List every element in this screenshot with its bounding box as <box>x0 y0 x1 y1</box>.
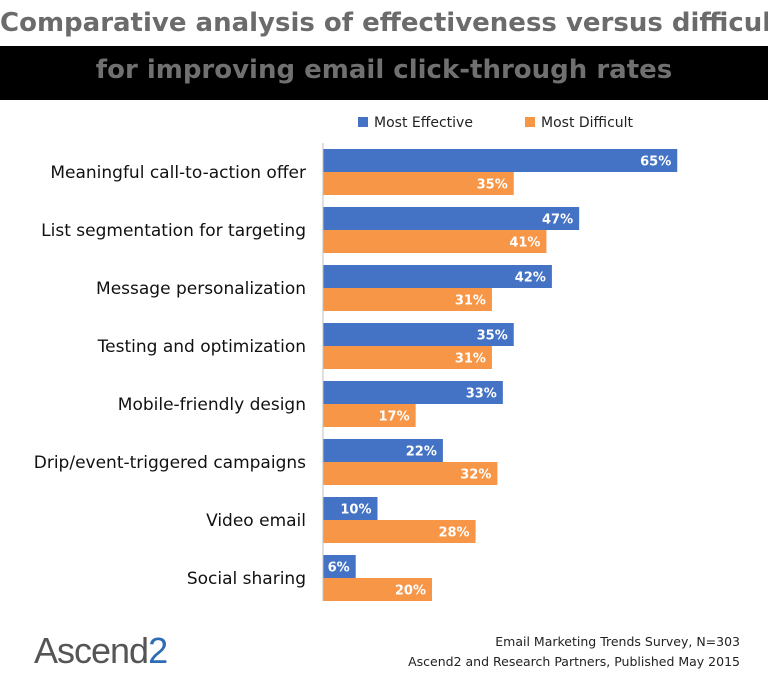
data-label-1-5: 32% <box>460 468 491 483</box>
title-line-1-wrap: Comparative analysis of effectiveness ve… <box>0 0 768 46</box>
bar-1-7 <box>323 578 432 601</box>
legend-swatch-1 <box>525 117 535 127</box>
title-banner: Comparative analysis of effectiveness ve… <box>0 0 768 100</box>
category-label-3: Testing and optimization <box>97 337 306 357</box>
data-label-0-2: 42% <box>515 271 546 286</box>
bar-1-5 <box>323 462 498 485</box>
ascend2-logo: Ascend2 <box>34 630 168 672</box>
bar-0-5 <box>323 439 443 462</box>
data-label-0-7: 6% <box>328 561 350 576</box>
source-line-2: Ascend2 and Research Partners, Published… <box>408 654 740 669</box>
category-label-6: Video email <box>206 511 306 531</box>
legend-swatch-0 <box>358 117 368 127</box>
bar-0-6 <box>323 497 378 520</box>
bar-1-1 <box>323 230 547 253</box>
bar-0-0 <box>323 149 678 172</box>
data-label-1-1: 41% <box>509 236 540 251</box>
data-label-0-6: 10% <box>340 503 371 518</box>
bar-1-0 <box>323 172 514 195</box>
bar-1-4 <box>323 404 416 427</box>
data-label-1-3: 31% <box>455 352 486 367</box>
logo-text: Ascend <box>34 630 149 671</box>
bar-1-3 <box>323 346 492 369</box>
category-label-1: List segmentation for targeting <box>41 221 306 241</box>
bar-0-3 <box>323 323 514 346</box>
bar-chart: Most Effective Most Difficult Meaningful c… <box>34 115 678 601</box>
bar-0-7 <box>323 555 356 578</box>
bar-0-4 <box>323 381 503 404</box>
bar-1-2 <box>323 288 492 311</box>
data-label-1-6: 28% <box>438 526 469 541</box>
data-label-0-3: 35% <box>477 329 508 344</box>
data-label-0-5: 22% <box>406 445 437 460</box>
data-label-1-4: 17% <box>379 410 410 425</box>
legend-label-0: Most Effective <box>374 115 473 131</box>
category-label-5: Drip/event-triggered campaigns <box>34 453 306 473</box>
data-label-0-0: 65% <box>640 155 671 170</box>
bar-0-1 <box>323 207 580 230</box>
data-label-0-4: 33% <box>466 387 497 402</box>
bar-0-2 <box>323 265 552 288</box>
category-label-4: Mobile-friendly design <box>118 395 306 415</box>
data-label-1-2: 31% <box>455 294 486 309</box>
category-label-0: Meaningful call-to-action offer <box>50 163 306 183</box>
category-label-7: Social sharing <box>187 569 306 589</box>
title-line-2-wrap: for improving email click-through rates <box>0 48 768 92</box>
source-note: Email Marketing Trends Survey, N=303 Asc… <box>408 632 740 672</box>
legend-label-1: Most Difficult <box>541 115 634 131</box>
category-label-2: Message personalization <box>96 279 306 299</box>
logo-number: 2 <box>148 630 168 671</box>
chart-title-line-1: Comparative analysis of effectiveness ve… <box>0 8 768 38</box>
bar-1-6 <box>323 520 476 543</box>
data-label-0-1: 47% <box>542 213 573 228</box>
chart-title-line-2: for improving email click-through rates <box>95 55 673 85</box>
source-line-1: Email Marketing Trends Survey, N=303 <box>495 634 740 649</box>
data-label-1-0: 35% <box>477 178 508 193</box>
data-label-1-7: 20% <box>395 584 426 599</box>
